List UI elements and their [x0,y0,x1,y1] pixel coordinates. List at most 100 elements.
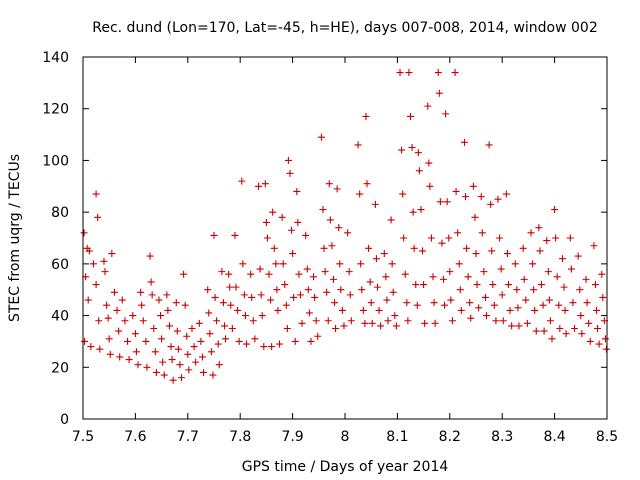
data-point [522,296,530,304]
data-point [101,268,109,276]
data-point [558,255,566,263]
data-point [146,252,154,260]
data-point [113,306,121,314]
data-point [105,335,113,343]
data-point [440,275,448,283]
data-point [426,182,434,190]
data-point [485,141,493,149]
data-point [551,206,559,214]
data-point [359,306,367,314]
data-point [492,317,500,325]
data-point [248,293,256,301]
data-point [331,299,339,307]
data-point [94,213,102,221]
data-point [138,301,146,309]
data-point [241,312,249,320]
data-point [181,301,189,309]
data-point [219,299,227,307]
axis-ticks [82,56,608,420]
data-point [180,270,188,278]
data-point [454,229,462,237]
data-point [375,306,383,314]
data-point [577,312,585,320]
data-point [95,317,103,325]
data-point [413,301,421,309]
data-point [198,353,206,361]
data-point [398,146,406,154]
data-point [490,301,498,309]
data-point [540,327,548,335]
y-axis-label: STEC from uqrg / TECUs [7,154,23,322]
data-point [383,296,391,304]
data-point [345,268,353,276]
data-point [471,213,479,221]
data-point [594,325,602,332]
data-point [84,296,92,304]
x-tick-label: 8.3 [491,429,513,445]
data-point [207,348,215,356]
data-point [80,229,88,237]
data-point [513,286,521,294]
data-point [427,234,435,242]
data-point [321,268,329,276]
data-point [160,371,168,379]
data-point [473,281,481,289]
data-point [213,317,221,325]
data-point [535,224,543,232]
data-point [396,69,404,77]
data-point [324,317,332,325]
data-point [168,356,176,364]
data-point [472,250,480,258]
data-point [257,291,265,299]
data-point [211,293,219,301]
data-point [514,304,522,312]
data-point [232,283,240,291]
data-point [582,275,590,283]
data-point [239,260,247,268]
plot-frame [82,56,608,420]
data-point [235,337,243,345]
data-point [262,218,270,226]
data-point [137,288,145,296]
data-point [103,301,111,309]
data-point [362,112,370,120]
x-tick-label: 8.1 [386,429,408,445]
data-point [204,286,212,294]
y-tick-label: 20 [51,360,69,376]
data-point [498,291,506,299]
data-point [456,286,464,294]
data-point [371,200,379,208]
data-point [288,226,296,234]
data-point [157,312,165,320]
data-point [508,322,516,330]
data-point [210,231,218,239]
data-point [429,273,437,281]
data-point [601,335,609,343]
data-point [121,317,129,325]
data-point [546,317,554,325]
data-point [317,133,325,141]
data-point [209,371,217,379]
data-point [302,231,310,239]
data-point [434,69,442,77]
data-point [536,247,544,255]
data-point [506,306,514,314]
data-point [431,319,439,327]
data-point [387,216,395,224]
data-point [89,260,97,268]
data-point [183,332,191,340]
data-point [467,314,475,322]
data-point [228,325,236,332]
data-point [173,327,181,335]
data-point [504,281,512,289]
data-point [561,306,569,314]
y-tick-label: 0 [60,412,69,428]
data-point [553,273,561,281]
data-point [523,319,531,327]
data-point [290,293,298,301]
x-tick-label: 7.7 [177,429,199,445]
data-point [356,190,364,198]
data-point [247,270,255,278]
data-point [372,255,380,263]
data-point [165,322,173,330]
